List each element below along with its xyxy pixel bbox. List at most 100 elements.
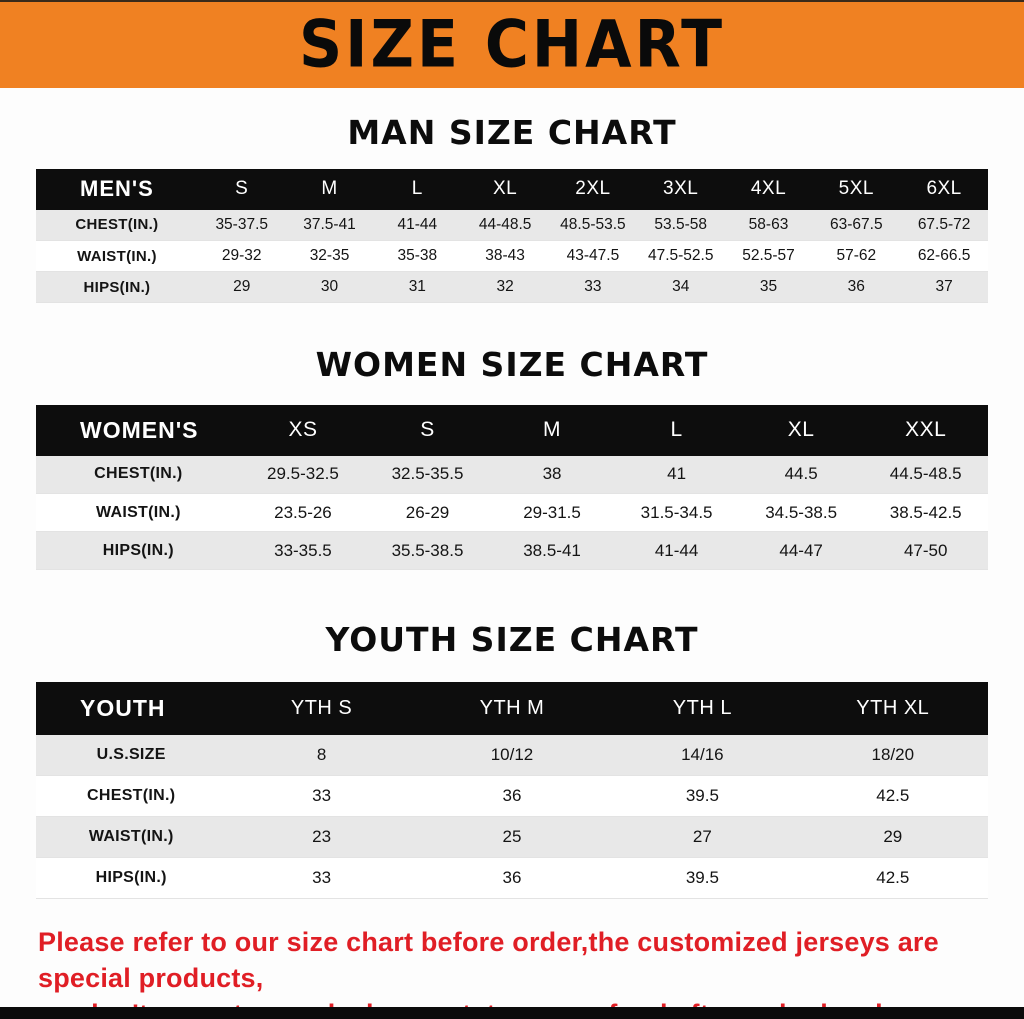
value-cell: 31.5-34.5	[614, 493, 739, 533]
size-column-header: YTH XL	[797, 681, 988, 735]
size-column-header: YTH M	[416, 681, 608, 735]
row-label-cell: HIPS(IN.)	[36, 531, 241, 571]
table-row: HIPS(IN.) 33 36 39.5 42.5	[36, 857, 988, 900]
value-cell: 35	[724, 271, 813, 304]
value-cell: 18/20	[797, 734, 988, 777]
value-cell: 27	[607, 816, 798, 859]
value-cell: 36	[416, 857, 608, 900]
table-row: CHEST(IN.) 35-37.5 37.5-41 41-44 44-48.5 48.5…	[36, 209, 988, 242]
row-label-cell: WAIST(IN.)	[36, 240, 198, 273]
value-cell: 47-50	[863, 531, 988, 571]
size-column-header: 2XL	[549, 168, 637, 210]
value-cell: 34	[636, 271, 725, 304]
value-cell: 29-32	[197, 240, 286, 273]
value-cell: 26-29	[365, 493, 490, 533]
row-label-cell: CHEST(IN.)	[36, 209, 198, 242]
value-cell: 52.5-57	[724, 240, 813, 273]
value-cell: 58-63	[724, 209, 813, 242]
size-column-header: XL	[461, 168, 550, 210]
bottom-bar	[0, 1007, 1024, 1019]
size-column-header: M	[285, 168, 374, 210]
value-cell: 62-66.5	[900, 240, 988, 273]
table-row: HIPS(IN.) 29 30 31 32 33 34 35 36 37	[36, 271, 988, 304]
value-cell: 38.5-41	[489, 531, 615, 571]
size-column-header: XS	[240, 404, 366, 456]
table-row: HIPS(IN.) 33-35.5 35.5-38.5 38.5-41 41-44 44-…	[36, 531, 988, 571]
value-cell: 48.5-53.5	[549, 209, 637, 242]
size-column-header: 5XL	[812, 168, 901, 210]
value-cell: 42.5	[797, 857, 988, 900]
value-cell: 44.5	[738, 455, 864, 495]
value-cell: 38.5-42.5	[863, 493, 988, 533]
table-header-row: WOMEN'S XS S M L XL XXL	[36, 404, 988, 456]
disclaimer-line-1: Please refer to our size chart before or…	[38, 927, 939, 993]
table-row: CHEST(IN.) 33 36 39.5 42.5	[36, 775, 988, 818]
value-cell: 42.5	[797, 775, 988, 818]
value-cell: 14/16	[607, 734, 798, 777]
value-cell: 41	[614, 455, 739, 495]
value-cell: 25	[416, 816, 608, 859]
table-header-row: MEN'S S M L XL 2XL 3XL 4XL 5XL 6XL	[36, 168, 988, 210]
value-cell: 32	[461, 271, 550, 304]
row-label-cell: HIPS(IN.)	[36, 271, 198, 304]
value-cell: 67.5-72	[900, 209, 988, 242]
value-cell: 47.5-52.5	[636, 240, 725, 273]
value-cell: 63-67.5	[812, 209, 901, 242]
size-column-header: L	[614, 404, 739, 456]
size-column-header: YTH L	[607, 681, 798, 735]
table-header-row: YOUTH YTH S YTH M YTH L YTH XL	[36, 681, 988, 735]
value-cell: 29	[197, 271, 286, 304]
size-column-header: L	[373, 168, 462, 210]
value-cell: 37	[900, 271, 988, 304]
value-cell: 36	[812, 271, 901, 304]
value-cell: 39.5	[607, 857, 798, 900]
row-label-cell: HIPS(IN.)	[36, 857, 227, 900]
row-label-cell: WAIST(IN.)	[36, 493, 241, 533]
value-cell: 44.5-48.5	[863, 455, 988, 495]
value-cell: 41-44	[614, 531, 739, 571]
size-column-header: YTH S	[226, 681, 417, 735]
value-cell: 36	[416, 775, 608, 818]
value-cell: 29	[797, 816, 988, 859]
value-cell: 53.5-58	[636, 209, 725, 242]
value-cell: 29-31.5	[489, 493, 615, 533]
table-row: WAIST(IN.) 23 25 27 29	[36, 816, 988, 859]
value-cell: 8	[226, 734, 417, 777]
men-section-heading: MAN SIZE CHART	[347, 113, 677, 152]
youth-size-table: YOUTH YTH S YTH M YTH L YTH XL U.S.SIZE 8 10/12…	[36, 681, 988, 900]
value-cell: 38-43	[461, 240, 550, 273]
value-cell: 31	[373, 271, 462, 304]
value-cell: 34.5-38.5	[738, 493, 864, 533]
size-column-header: XXL	[863, 404, 988, 456]
size-column-header: 6XL	[900, 168, 988, 210]
row-label-cell: WAIST(IN.)	[36, 816, 227, 859]
value-cell: 30	[285, 271, 374, 304]
table-title-cell: YOUTH	[36, 681, 227, 735]
value-cell: 23	[226, 816, 417, 859]
value-cell: 29.5-32.5	[240, 455, 366, 495]
table-row: U.S.SIZE 8 10/12 14/16 18/20	[36, 734, 988, 777]
size-column-header: M	[489, 404, 615, 456]
section-youth: YOUTH SIZE CHART YOUTH YTH S YTH M YTH L YTH…	[0, 620, 1024, 900]
value-cell: 44-47	[738, 531, 864, 571]
women-section-heading: WOMEN SIZE CHART	[315, 345, 709, 385]
value-cell: 39.5	[607, 775, 798, 818]
row-label-cell: CHEST(IN.)	[36, 455, 241, 495]
value-cell: 38	[489, 455, 615, 495]
table-row: WAIST(IN.) 29-32 32-35 35-38 38-43 43-47.5 47.…	[36, 240, 988, 273]
size-column-header: S	[197, 168, 286, 210]
disclaimer-note: Please refer to our size chart before or…	[38, 925, 990, 1019]
row-label-cell: CHEST(IN.)	[36, 775, 227, 818]
value-cell: 23.5-26	[240, 493, 366, 533]
size-column-header: 4XL	[724, 168, 813, 210]
table-title-cell: MEN'S	[36, 168, 198, 210]
youth-section-heading: YOUTH SIZE CHART	[325, 620, 699, 660]
size-column-header: S	[365, 404, 490, 456]
value-cell: 32-35	[285, 240, 374, 273]
row-label-cell: U.S.SIZE	[36, 734, 227, 777]
value-cell: 33	[549, 271, 637, 304]
value-cell: 33	[226, 775, 417, 818]
value-cell: 41-44	[373, 209, 462, 242]
section-women: WOMEN SIZE CHART WOMEN'S XS S M L XL XXL CHEST(…	[0, 345, 1024, 571]
